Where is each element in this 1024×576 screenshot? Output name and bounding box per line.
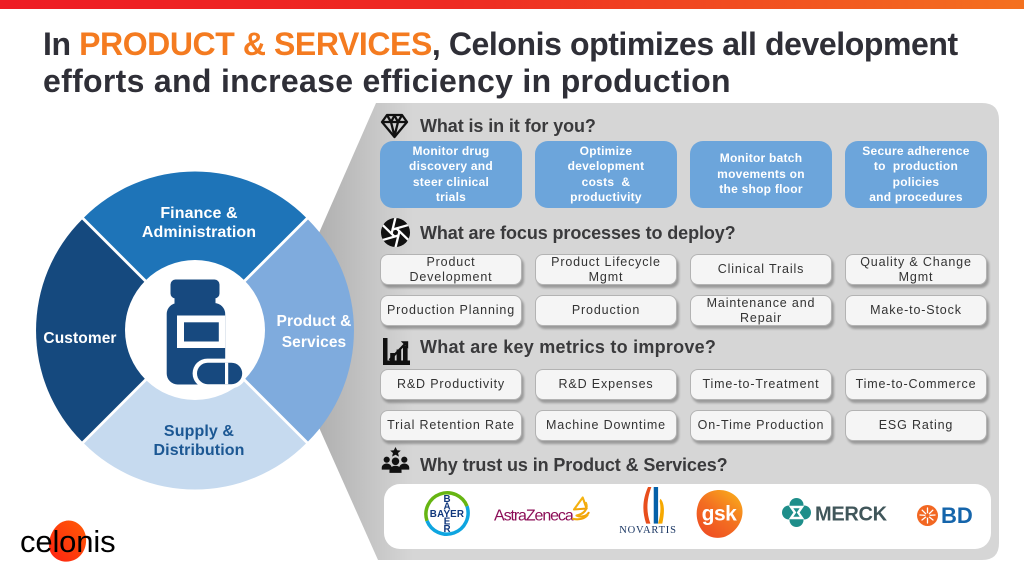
svg-text:E: E [444, 517, 451, 528]
svg-text:MERCK: MERCK [815, 504, 888, 526]
svg-text:B: B [443, 494, 450, 505]
svg-text:A: A [443, 501, 450, 512]
svg-text:NOVARTIS: NOVARTIS [619, 525, 677, 536]
svg-text:BAYER: BAYER [430, 509, 464, 520]
svg-text:gsk: gsk [702, 503, 738, 526]
svg-text:BD: BD [941, 503, 973, 528]
svg-text:AstraZeneca: AstraZeneca [494, 508, 574, 525]
svg-text:R: R [443, 524, 450, 535]
